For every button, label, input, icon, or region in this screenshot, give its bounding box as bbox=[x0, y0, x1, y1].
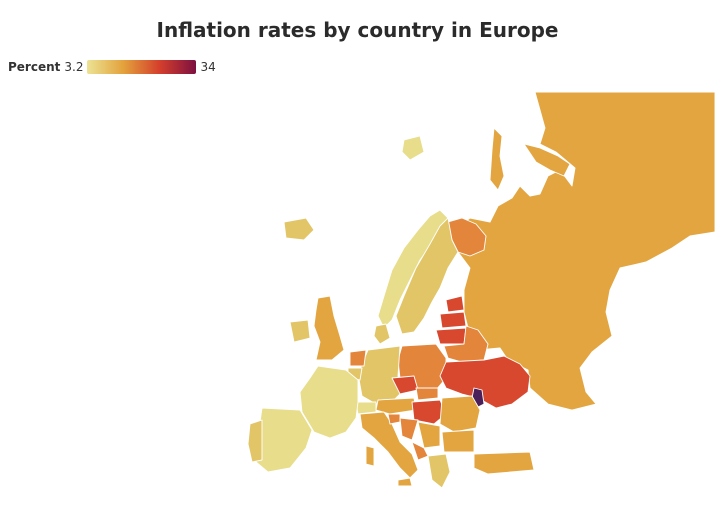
region-croatia[interactable] bbox=[399, 417, 419, 441]
region-greece[interactable] bbox=[427, 453, 451, 489]
legend-label: Percent bbox=[8, 60, 61, 74]
region-sardinia[interactable] bbox=[365, 445, 375, 467]
region-france[interactable] bbox=[299, 365, 359, 439]
region-serbia[interactable] bbox=[417, 421, 441, 449]
region-sweden[interactable] bbox=[395, 217, 459, 335]
region-lithuania[interactable] bbox=[435, 327, 467, 345]
region-ireland[interactable] bbox=[289, 319, 311, 343]
map-title: Inflation rates by country in Europe bbox=[156, 18, 559, 42]
region-denmark[interactable] bbox=[373, 323, 391, 345]
region-romania[interactable] bbox=[439, 395, 481, 433]
region-svalbard[interactable] bbox=[401, 135, 425, 161]
region-switzerland[interactable] bbox=[355, 401, 377, 415]
color-legend: Percent 3.2 34 bbox=[8, 59, 216, 75]
legend-min: 3.2 bbox=[64, 60, 84, 74]
region-latvia[interactable] bbox=[439, 311, 467, 329]
region-spain[interactable] bbox=[255, 407, 313, 473]
region-portugal[interactable] bbox=[247, 419, 263, 463]
region-russia-north[interactable] bbox=[523, 143, 571, 177]
region-estonia[interactable] bbox=[445, 295, 465, 313]
region-turkey[interactable] bbox=[473, 451, 535, 475]
region-iceland[interactable] bbox=[283, 217, 315, 241]
region-sicily[interactable] bbox=[397, 477, 413, 487]
region-austria[interactable] bbox=[375, 397, 417, 415]
legend-gradient-bar bbox=[87, 60, 197, 74]
region-balkan-west[interactable] bbox=[411, 441, 429, 461]
region-ukraine[interactable] bbox=[439, 355, 531, 409]
region-uk[interactable] bbox=[313, 295, 345, 361]
region-netherlands[interactable] bbox=[349, 349, 367, 367]
region-slovenia[interactable] bbox=[387, 413, 401, 425]
region-russia-kola[interactable] bbox=[489, 127, 505, 191]
region-slovakia[interactable] bbox=[415, 387, 439, 401]
legend-max: 34 bbox=[200, 60, 216, 74]
region-bulgaria[interactable] bbox=[441, 429, 475, 453]
